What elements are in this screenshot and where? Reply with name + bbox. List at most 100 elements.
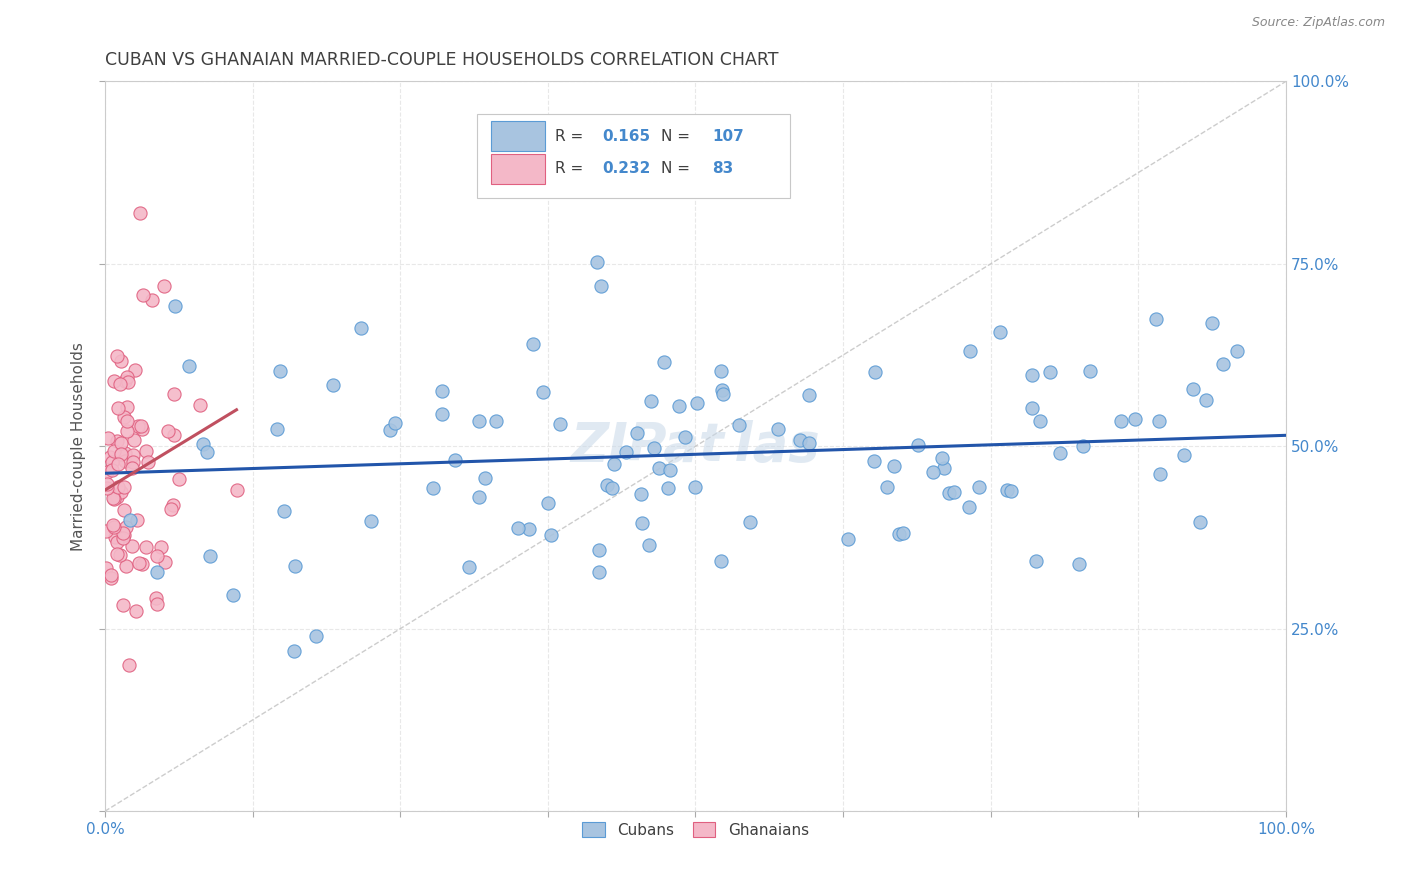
Point: [1111, 414, 1133, 428]
Point: [1021, 401, 1043, 415]
Point: [474, 471, 496, 485]
Point: [145, 598, 167, 612]
Point: [108, 376, 131, 391]
Point: [112, 503, 135, 517]
Point: [110, 353, 132, 368]
Point: [630, 487, 652, 501]
Point: [101, 491, 124, 505]
Point: [740, 515, 762, 529]
Point: [430, 408, 453, 422]
Point: [1226, 343, 1249, 358]
Text: N =: N =: [661, 128, 695, 144]
Point: [117, 658, 139, 673]
Point: [959, 343, 981, 358]
Point: [128, 556, 150, 570]
Point: [1029, 414, 1052, 428]
Point: [115, 414, 138, 428]
Point: [105, 434, 128, 448]
Point: [153, 555, 176, 569]
Point: [127, 419, 149, 434]
Point: [120, 513, 142, 527]
Point: [103, 491, 125, 506]
Point: [468, 414, 491, 428]
Point: [112, 410, 135, 425]
Point: [114, 374, 136, 388]
Text: R =: R =: [555, 128, 588, 144]
Point: [131, 557, 153, 571]
Point: [638, 539, 661, 553]
Point: [640, 393, 662, 408]
Point: [105, 534, 128, 549]
Point: [658, 463, 681, 477]
Point: [865, 365, 887, 379]
Point: [1071, 439, 1094, 453]
Point: [115, 424, 138, 438]
Point: [969, 480, 991, 494]
FancyBboxPatch shape: [491, 153, 546, 185]
Point: [200, 549, 222, 563]
Point: [506, 521, 529, 535]
Point: [957, 500, 980, 514]
Point: [710, 554, 733, 568]
Point: [685, 480, 707, 494]
Point: [110, 435, 132, 450]
Point: [163, 299, 186, 313]
Point: [100, 570, 122, 584]
Point: [430, 384, 453, 399]
Point: [110, 485, 132, 500]
Point: [105, 547, 128, 561]
Point: [350, 321, 373, 335]
Point: [121, 448, 143, 462]
Point: [115, 370, 138, 384]
Point: [114, 520, 136, 534]
Point: [686, 396, 709, 410]
Point: [283, 643, 305, 657]
Point: [1212, 357, 1234, 371]
Point: [883, 459, 905, 474]
Point: [100, 568, 122, 582]
Point: [110, 447, 132, 461]
Point: [145, 591, 167, 606]
Point: [266, 422, 288, 436]
Point: [485, 414, 508, 428]
Point: [163, 428, 186, 442]
Point: [643, 441, 665, 455]
Point: [668, 399, 690, 413]
FancyBboxPatch shape: [477, 114, 790, 198]
Point: [943, 485, 966, 500]
Legend: Cubans, Ghanaians: Cubans, Ghanaians: [576, 815, 815, 844]
Point: [1123, 412, 1146, 426]
Point: [225, 483, 247, 497]
Point: [105, 349, 128, 363]
Point: [114, 446, 136, 460]
Point: [384, 416, 406, 430]
Point: [533, 385, 555, 400]
Point: [938, 485, 960, 500]
Point: [422, 481, 444, 495]
Point: [876, 480, 898, 494]
Point: [107, 480, 129, 494]
Point: [98, 450, 121, 464]
Y-axis label: Married-couple Households: Married-couple Households: [72, 342, 86, 550]
Point: [284, 558, 307, 573]
Point: [96, 476, 118, 491]
Point: [585, 254, 607, 268]
Point: [149, 540, 172, 554]
Point: [1021, 368, 1043, 382]
Point: [195, 445, 218, 459]
Point: [444, 452, 467, 467]
Point: [887, 526, 910, 541]
Point: [652, 355, 675, 369]
Point: [125, 513, 148, 527]
Point: [96, 466, 118, 480]
Point: [891, 526, 914, 541]
Text: Source: ZipAtlas.com: Source: ZipAtlas.com: [1251, 16, 1385, 29]
Point: [1000, 484, 1022, 499]
Point: [596, 478, 619, 492]
Point: [97, 431, 120, 445]
Point: [711, 386, 734, 401]
Point: [728, 417, 751, 432]
Point: [467, 490, 489, 504]
Point: [169, 472, 191, 486]
Point: [103, 374, 125, 388]
